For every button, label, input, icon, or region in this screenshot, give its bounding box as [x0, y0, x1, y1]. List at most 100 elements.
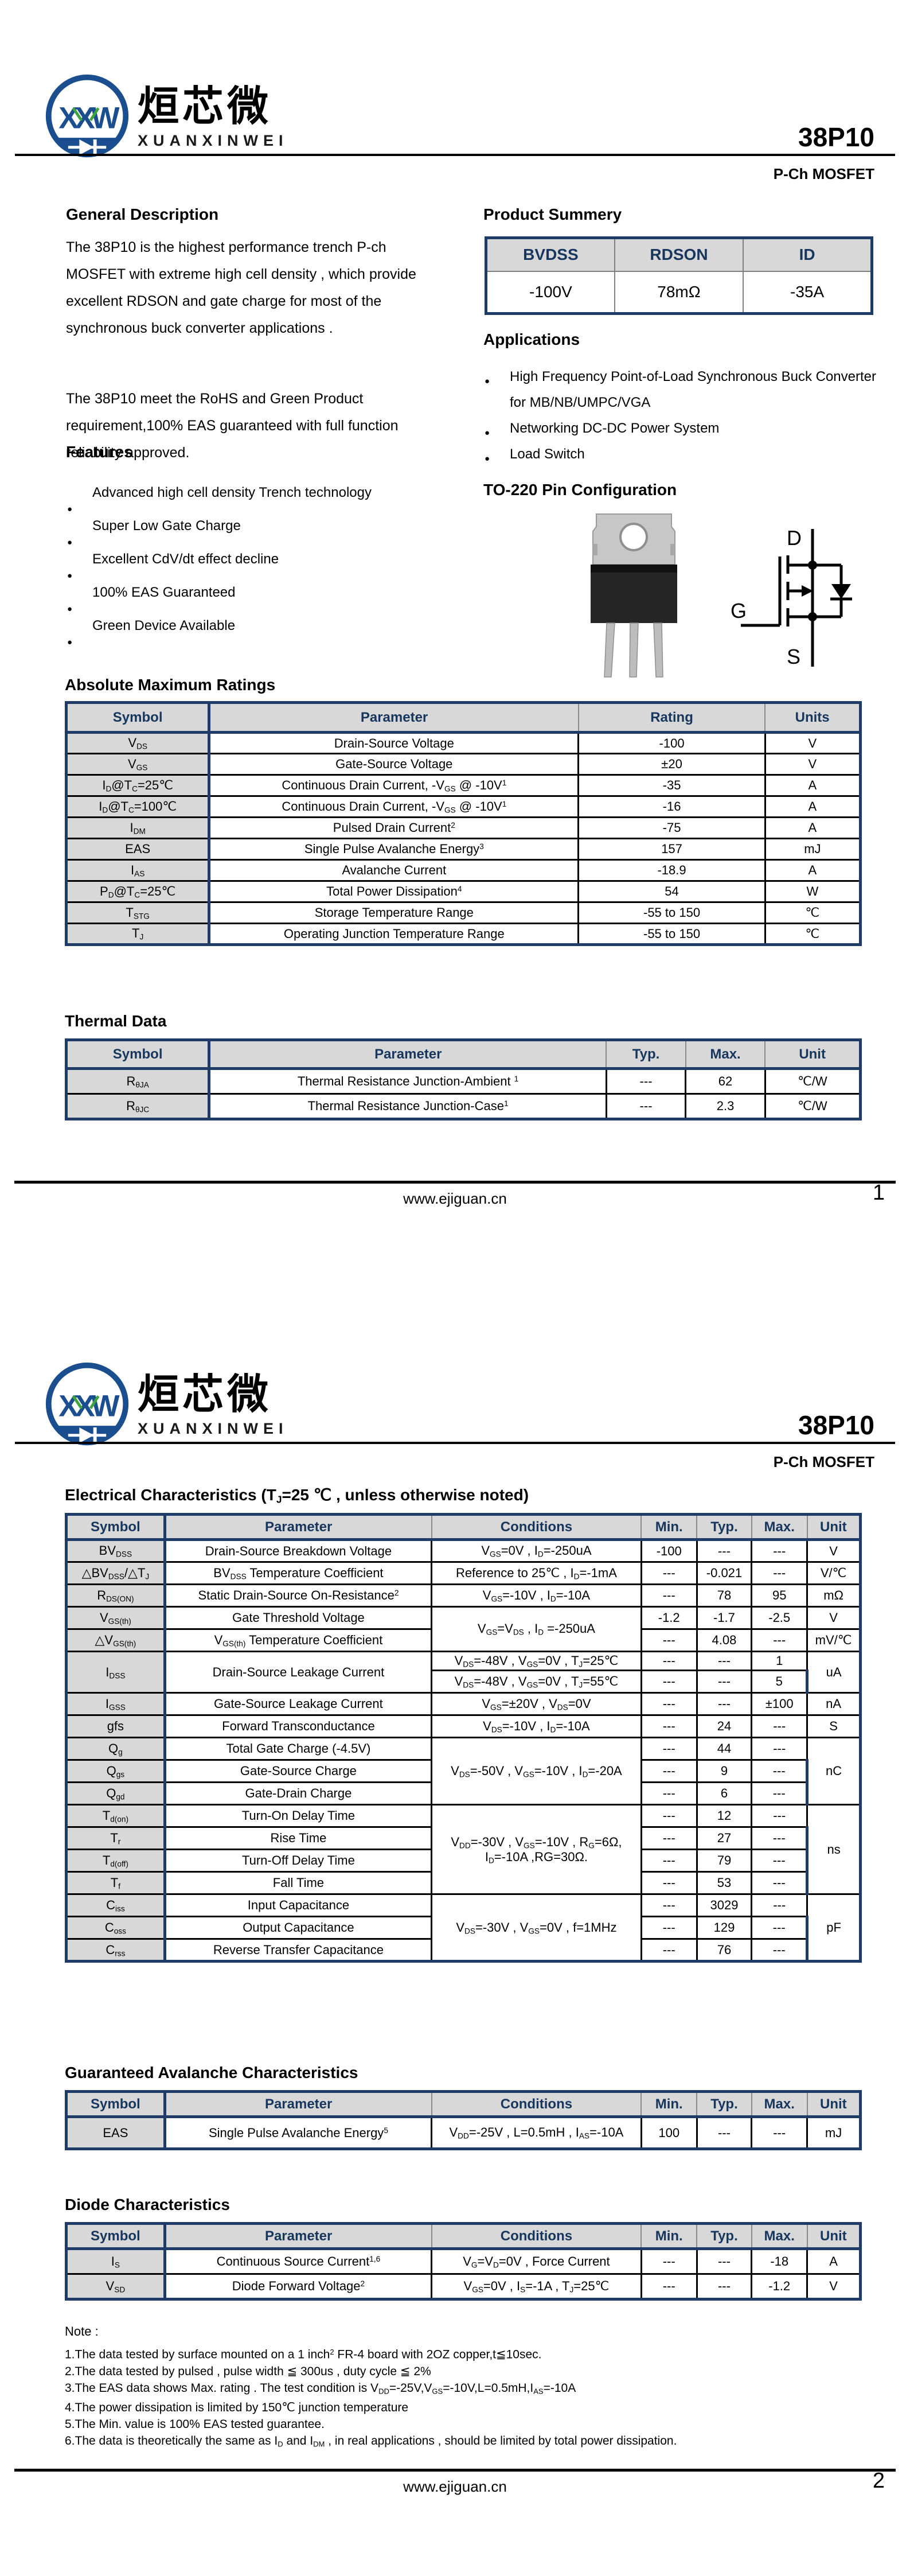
symbol-cell: Td(off)	[66, 1849, 166, 1873]
conditions-cell: Reference to 25℃ , ID=-1mA	[431, 1561, 642, 1585]
unit-cell: V	[806, 2273, 862, 2299]
feature-item: 100% EAS Guaranteed	[66, 576, 444, 626]
min-cell: ---	[640, 1714, 698, 1739]
max-cell: ---	[751, 1849, 809, 1873]
notes-title: Note :	[65, 2324, 99, 2338]
parameter-cell: Storage Temperature Range	[208, 901, 580, 924]
table-row: RDS(ON) Static Drain-Source On-Resistanc…	[66, 1583, 862, 1608]
table-row: IGSS Gate-Source Leakage Current VGS=±20…	[66, 1692, 862, 1717]
symbol-cell: RDS(ON)	[66, 1583, 166, 1608]
units-cell: ℃	[764, 901, 862, 924]
gate-label: G	[731, 599, 747, 622]
thermal-title: Thermal Data	[65, 1012, 167, 1030]
max-cell: ---	[751, 1759, 809, 1784]
col-header: Symbol	[66, 1514, 166, 1541]
symbol-cell: ID@TC=100℃	[66, 795, 211, 818]
col-header: Units	[764, 702, 862, 734]
typ-cell: -1.7	[696, 1606, 753, 1630]
typ-cell: 53	[696, 1871, 753, 1896]
unit-cell: mV/℃	[806, 1628, 862, 1652]
max-cell: ---	[751, 1871, 809, 1896]
col-header: Min.	[640, 2223, 698, 2250]
note-item: 1.The data tested by surface mounted on …	[65, 2348, 542, 2361]
table-row: Coss Output Capacitance --- 129 ---	[66, 1916, 861, 1940]
units-cell: W	[764, 880, 862, 903]
table-row: △VGS(th) VGS(th) Temperature Coefficient…	[66, 1628, 862, 1652]
parameter-cell: Continuous Source Current1,6	[163, 2248, 433, 2275]
col-header: Conditions	[431, 2223, 642, 2250]
table-row: RθJA Thermal Resistance Junction-Ambient…	[66, 1068, 862, 1095]
rating-cell: -55 to 150	[577, 901, 766, 924]
min-cell: ---	[640, 1849, 698, 1873]
max-cell: ---	[751, 1804, 809, 1828]
application-item: Networking DC-DC Power System	[483, 415, 879, 446]
typ-cell: ---	[696, 1539, 753, 1563]
conditions-cell: VG=VD=0V , Force Current	[431, 2248, 642, 2275]
parameter-cell: Output Capacitance	[163, 1916, 433, 1940]
col-header: Symbol	[66, 1040, 211, 1070]
parameter-cell: Diode Forward Voltage2	[163, 2273, 433, 2299]
units-cell: A	[764, 816, 862, 839]
part-number: 38P10	[798, 1410, 874, 1440]
symbol-cell: IDM	[66, 816, 211, 839]
symbol-cell: Coss	[66, 1916, 166, 1940]
product-summary-title: Product Summery	[483, 205, 622, 223]
symbol-cell: TJ	[66, 923, 211, 945]
logo-diode-icon	[68, 1427, 107, 1443]
symbol-cell: Ciss	[66, 1893, 166, 1918]
symbol-cell: IS	[66, 2248, 166, 2275]
header-rule	[15, 1442, 895, 1444]
table-row: Tr Rise Time --- 27 ---	[66, 1826, 861, 1851]
table-row: Qg Total Gate Charge (-4.5V) VDS=-50V , …	[66, 1737, 862, 1806]
units-cell: V	[764, 753, 862, 776]
footer-rule	[14, 1181, 896, 1184]
min-cell: ---	[640, 1893, 698, 1918]
symbol-cell: Qg	[66, 1737, 166, 1761]
col-header: Parameter	[164, 1514, 432, 1541]
typ-cell: ---	[696, 1670, 753, 1694]
typ-cell: ---	[696, 1650, 753, 1672]
brand-name-cn: 烜芯微	[138, 84, 272, 130]
symbol-cell: TSTG	[66, 901, 211, 924]
table-row: VDS=-48V , VGS=0V , TJ=55℃ --- --- 5	[67, 1670, 861, 1694]
col-header: Parameter	[164, 2223, 432, 2250]
min-cell: ---	[640, 2248, 698, 2275]
feature-item: Super Low Gate Charge	[66, 509, 444, 559]
unit-cell: uA	[806, 1650, 862, 1694]
typ-cell: 12	[696, 1804, 753, 1828]
max-cell: -1.2	[751, 2273, 809, 2299]
table-row: Ciss Input Capacitance VDS=-30V , VGS=0V…	[66, 1893, 862, 1963]
rdson-value: 78mΩ	[614, 270, 744, 314]
footer-website: www.ejiguan.cn	[403, 1190, 507, 1207]
company-logo: XXW 烜芯微 XUANXINWEI	[42, 1360, 288, 1450]
min-cell: 100	[640, 2116, 698, 2149]
parameter-cell: Avalanche Current	[208, 859, 580, 882]
symbol-cell: Tf	[66, 1871, 166, 1896]
col-header: Symbol	[66, 2091, 166, 2118]
col-header: Conditions	[431, 1514, 642, 1541]
table-row: IS Continuous Source Current1,6 VG=VD=0V…	[66, 2248, 862, 2275]
parameter-cell: Gate-Source Leakage Current	[163, 1692, 433, 1717]
device-type: P-Ch MOSFET	[773, 165, 874, 182]
min-cell: ---	[640, 1804, 698, 1828]
col-header: Max.	[751, 1514, 808, 1541]
typ-cell: 79	[696, 1849, 753, 1873]
parameter-cell: VGS(th) Temperature Coefficient	[163, 1628, 433, 1652]
table-row: BVDSS Drain-Source Breakdown Voltage VGS…	[66, 1539, 862, 1563]
symbol-cell: ID@TC=25℃	[66, 774, 211, 797]
table-row: RθJC Thermal Resistance Junction-Case1 -…	[66, 1093, 862, 1119]
unit-cell: nA	[806, 1692, 862, 1717]
parameter-cell: Rise Time	[163, 1826, 433, 1851]
symbol-cell: Crss	[66, 1938, 166, 1962]
rating-cell: -18.9	[577, 859, 766, 882]
min-cell: ---	[640, 1692, 698, 1717]
typ-cell: 129	[696, 1916, 753, 1940]
col-header: Parameter	[164, 2091, 432, 2118]
units-cell: mJ	[764, 838, 862, 861]
footer-website: www.ejiguan.cn	[403, 2478, 507, 2495]
max-cell: -2.5	[751, 1606, 809, 1630]
avalanche-table: Symbol Parameter Conditions Min. Typ. Ma…	[65, 2090, 862, 2150]
col-header: Min.	[640, 1514, 698, 1541]
col-header: Typ.	[696, 2223, 752, 2250]
max-cell: ---	[751, 1628, 809, 1652]
